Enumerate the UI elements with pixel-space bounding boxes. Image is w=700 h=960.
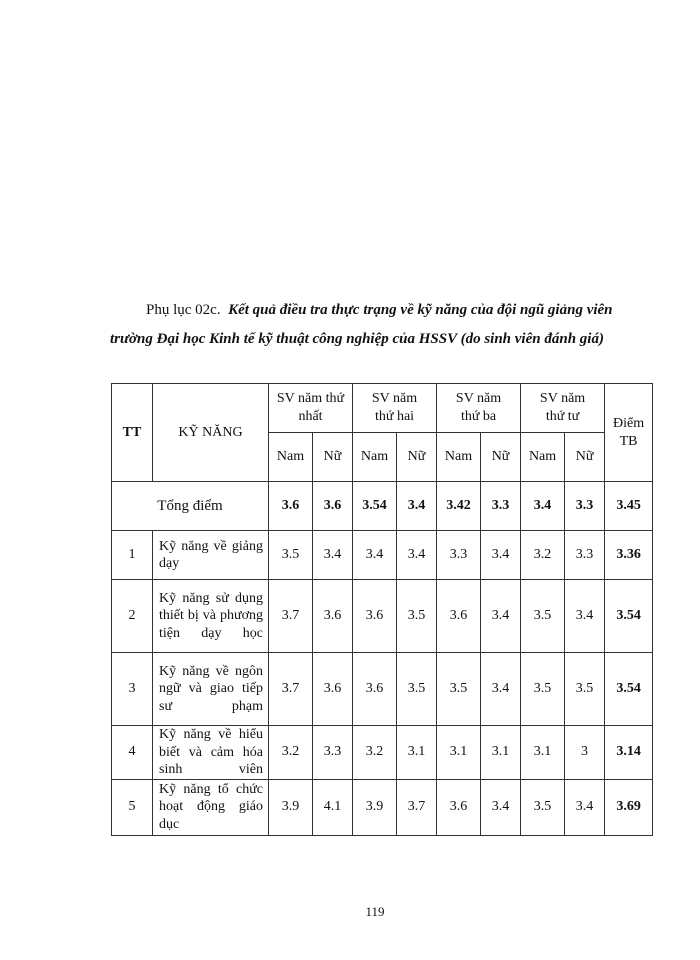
- header-nu: Nữ: [396, 432, 438, 482]
- score-cell: 3.4: [311, 530, 354, 580]
- total-value: 3.4: [520, 481, 566, 531]
- header-nam: Nam: [520, 432, 566, 482]
- header-skill: KỸ NĂNG: [152, 383, 269, 482]
- total-value: 3.42: [436, 481, 482, 531]
- score-cell: 3.4: [396, 530, 438, 580]
- avg-score: 3.14: [604, 725, 654, 780]
- table-row: 3 Kỹ năng về ngôn ngữ và giao tiếp sư phạ…: [111, 652, 654, 726]
- avg-score: 3.36: [604, 530, 654, 580]
- row-number: 2: [111, 579, 153, 653]
- score-cell: 3.2: [520, 530, 566, 580]
- score-cell: 3.6: [436, 579, 482, 653]
- total-value: 3.3: [564, 481, 606, 531]
- score-cell: 3.5: [268, 530, 313, 580]
- score-cell: 3.9: [268, 778, 313, 836]
- total-value: 3.6: [268, 481, 313, 531]
- caption-label: Phụ lục 02c.: [146, 302, 221, 318]
- header-nam: Nam: [352, 432, 398, 482]
- total-value: 3.4: [396, 481, 438, 531]
- score-cell: 3.1: [436, 725, 482, 780]
- score-cell: 3.6: [436, 778, 482, 836]
- score-cell: 3.4: [564, 778, 606, 836]
- score-cell: 3.1: [480, 725, 522, 780]
- score-cell: 3.1: [396, 725, 438, 780]
- score-cell: 3.4: [480, 652, 522, 726]
- score-cell: 3.5: [564, 652, 606, 726]
- total-value: 3.3: [480, 481, 522, 531]
- skill-name: Kỹ năng về ngôn ngữ và giao tiếp sư phạm: [152, 652, 269, 726]
- score-cell: 3.1: [520, 725, 566, 780]
- score-cell: 3.5: [436, 652, 482, 726]
- header-year-4: SV năm thứ tư: [520, 383, 606, 433]
- caption-title: Kết quả điều tra thực trạng về kỹ năng c…: [110, 302, 613, 347]
- header-year-2: SV năm thứ hai: [352, 383, 438, 433]
- header-avg: Điểm TB: [604, 383, 654, 482]
- table-caption: Phụ lục 02c. Kết quả điều tra thực trạng…: [110, 296, 655, 354]
- score-cell: 3.4: [480, 530, 522, 580]
- score-cell: 3.3: [311, 725, 354, 780]
- score-cell: 3.6: [352, 652, 398, 726]
- header-nu: Nữ: [311, 432, 354, 482]
- row-number: 3: [111, 652, 153, 726]
- total-value: 3.54: [352, 481, 398, 531]
- score-cell: 3.2: [352, 725, 398, 780]
- score-cell: 3.2: [268, 725, 313, 780]
- skill-name: Kỹ năng tổ chức hoạt động giáo dục: [152, 778, 269, 836]
- score-cell: 3.7: [268, 652, 313, 726]
- skill-name: Kỹ năng về hiểu biết và cảm hóa sinh viê…: [152, 725, 269, 780]
- skill-name: Kỹ năng sử dụng thiết bị và phương tiện …: [152, 579, 269, 653]
- header-year-3: SV năm thứ ba: [436, 383, 522, 433]
- score-cell: 3.5: [396, 652, 438, 726]
- score-cell: 3.9: [352, 778, 398, 836]
- header-nu: Nữ: [480, 432, 522, 482]
- table-row: 5 Kỹ năng tổ chức hoạt động giáo dục 3.9 4.…: [111, 778, 654, 836]
- total-label: Tổng điểm: [111, 481, 269, 531]
- header-nam: Nam: [268, 432, 313, 482]
- skills-table: TT KỸ NĂNG SV năm thứ nhất SV năm thứ ha…: [111, 383, 654, 836]
- score-cell: 3.7: [396, 778, 438, 836]
- skill-name: Kỹ năng về giảng dạy: [152, 530, 269, 580]
- header-tt: TT: [111, 383, 153, 482]
- table-row: 1 Kỹ năng về giảng dạy 3.5 3.4 3.4 3.4 3.3 3.4 3…: [111, 530, 654, 580]
- avg-score: 3.69: [604, 778, 654, 836]
- score-cell: 3.4: [480, 579, 522, 653]
- score-cell: 3.6: [311, 579, 354, 653]
- total-row: Tổng điểm 3.6 3.6 3.54 3.4 3.42 3.3 3.4 …: [111, 481, 654, 531]
- score-cell: 3: [564, 725, 606, 780]
- row-number: 4: [111, 725, 153, 780]
- score-cell: 3.6: [352, 579, 398, 653]
- header-nam: Nam: [436, 432, 482, 482]
- table-row: 2 Kỹ năng sử dụng thiết bị và phương tiện…: [111, 579, 654, 653]
- score-cell: 3.5: [520, 652, 566, 726]
- header-nu: Nữ: [564, 432, 606, 482]
- score-cell: 3.3: [436, 530, 482, 580]
- table-row: 4 Kỹ năng về hiểu biết và cảm hóa sinh vi…: [111, 725, 654, 780]
- score-cell: 3.4: [564, 579, 606, 653]
- score-cell: 3.3: [564, 530, 606, 580]
- score-cell: 3.7: [268, 579, 313, 653]
- page-number: 119: [365, 904, 385, 919]
- row-number: 1: [111, 530, 153, 580]
- score-cell: 3.4: [352, 530, 398, 580]
- total-value: 3.6: [311, 481, 354, 531]
- avg-score: 3.54: [604, 652, 654, 726]
- total-avg: 3.45: [604, 481, 654, 531]
- score-cell: 3.4: [480, 778, 522, 836]
- row-number: 5: [111, 778, 153, 836]
- score-cell: 3.6: [311, 652, 354, 726]
- score-cell: 3.5: [396, 579, 438, 653]
- score-cell: 4.1: [311, 778, 354, 836]
- avg-score: 3.54: [604, 579, 654, 653]
- header-year-1: SV năm thứ nhất: [267, 383, 354, 433]
- score-cell: 3.5: [520, 778, 566, 836]
- score-cell: 3.5: [520, 579, 566, 653]
